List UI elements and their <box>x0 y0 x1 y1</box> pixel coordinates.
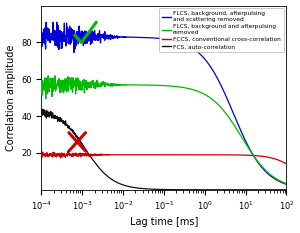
Y-axis label: Correlation amplitude: Correlation amplitude <box>6 45 16 151</box>
Legend: FLCS, background, afterpulsing
and scattering removed, FLCS, background and afte: FLCS, background, afterpulsing and scatt… <box>159 8 284 52</box>
X-axis label: Lag time [ms]: Lag time [ms] <box>130 217 198 227</box>
